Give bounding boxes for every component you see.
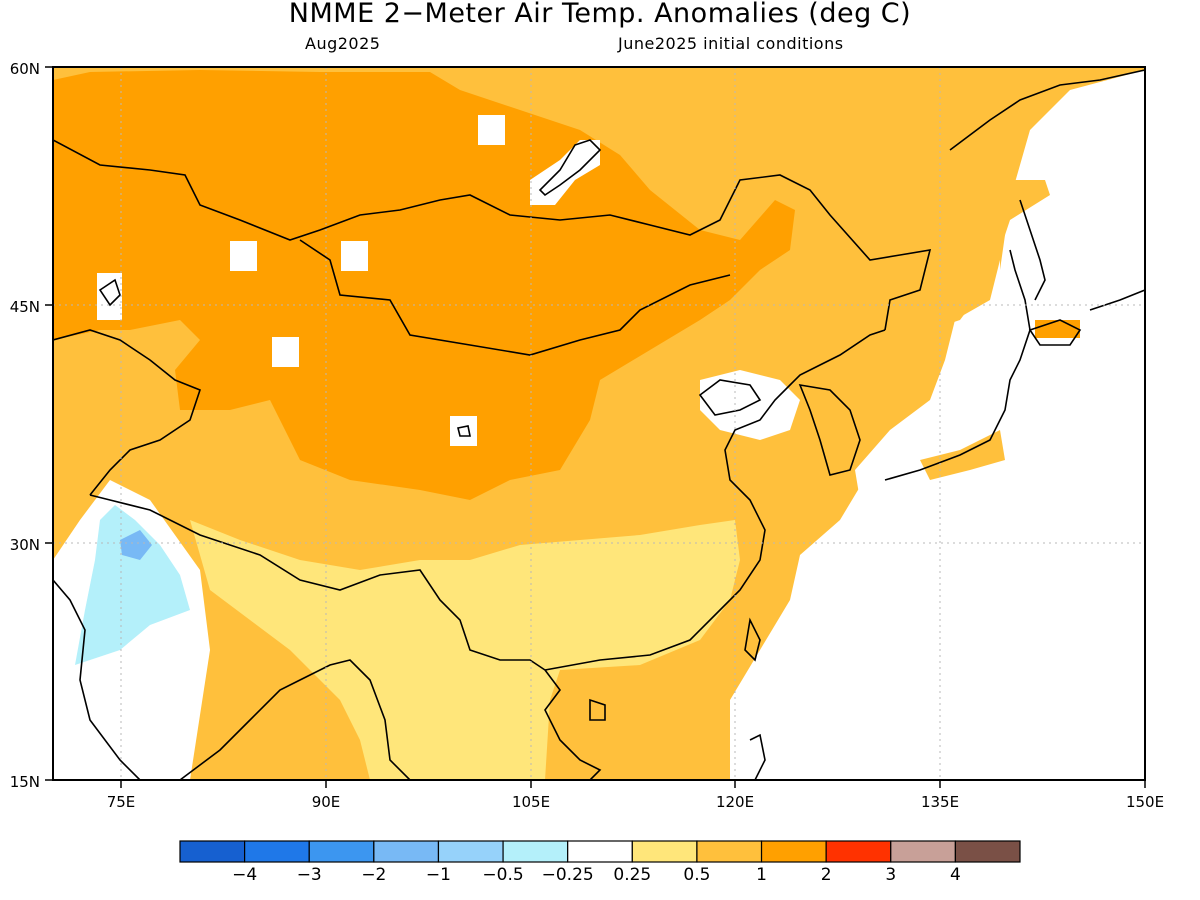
colorbar-tick-label: −4 (232, 865, 257, 885)
colorbar-tick-label: −2 (361, 865, 386, 885)
colorbar-tick-label: 0.25 (613, 865, 651, 885)
coastlines (53, 69, 1145, 780)
colorbar-tick-label: −0.5 (482, 865, 523, 885)
colorbar-swatch (373, 840, 440, 863)
coast-india-west (53, 579, 141, 780)
colorbar-swatch (308, 840, 375, 863)
colorbar (179, 840, 1021, 863)
lat-label-30n: 30N (10, 536, 40, 554)
lake-balkhash (98, 278, 121, 307)
coast-hainan (589, 698, 606, 721)
colorbar-tick-label: −3 (297, 865, 322, 885)
coast-korea (798, 383, 861, 476)
map-title: NMME 2−Meter Air Temp. Anomalies (deg C) (288, 0, 912, 29)
anomaly-zone-0.25-0.5 (190, 520, 740, 780)
map-frame (52, 66, 1146, 781)
colorbar-swatch (567, 840, 633, 863)
border-west (53, 329, 201, 496)
border-mongolia-south (299, 239, 731, 356)
lon-label-90e: 90E (312, 793, 341, 811)
colorbar-tick-label: 0.5 (683, 865, 710, 885)
anomaly-zone-hokkaido (1035, 320, 1080, 338)
colorbar-swatch (502, 840, 569, 863)
colorbar-tick-label: 3 (885, 865, 896, 885)
coast-taiwan (744, 617, 761, 662)
anomaly-zone-1-2 (53, 70, 795, 500)
lake-qinghai-mask (450, 416, 477, 446)
anomaly-zone-minus-0.5 (120, 530, 152, 560)
colorbar-swatch (760, 840, 827, 863)
gridlines (53, 67, 1145, 780)
colorbar-swatch (179, 840, 246, 863)
coast-indochina (544, 669, 602, 780)
lon-label-105e: 105E (512, 793, 550, 811)
lat-label-45n: 45N (10, 298, 40, 316)
anomaly-zone-near-zero-japan (855, 260, 1000, 500)
coast-sakhalin (1019, 199, 1046, 301)
coast-hokkaido (1028, 319, 1082, 346)
colorbar-tick-label: −1 (426, 865, 451, 885)
anomaly-fill (53, 67, 1145, 780)
lon-label-135e: 135E (921, 793, 959, 811)
anomaly-zone-minus-0.25 (75, 505, 190, 665)
colorbar-swatch (696, 840, 763, 863)
colorbar-tick-label: 4 (950, 865, 961, 885)
coast-kuril (1089, 289, 1145, 311)
lat-label-60n: 60N (10, 60, 40, 78)
lon-label-75e: 75E (107, 793, 136, 811)
coast-bohai (698, 379, 762, 416)
coast-okhotsk (949, 69, 1145, 151)
lake-qinghai (457, 425, 471, 437)
lake-mask-north (478, 115, 505, 145)
anomaly-zone-manchuria (900, 180, 1050, 335)
initial-conditions-label: June2025 initial conditions (618, 34, 844, 53)
border-north (53, 139, 932, 331)
lon-label-150e: 150E (1126, 793, 1164, 811)
colorbar-labels: −4 −3 −2 −1 −0.5 −0.25 0.25 0.5 1 2 3 4 (232, 865, 961, 885)
colorbar-swatch (954, 840, 1021, 863)
lake-baikal-mask (530, 140, 600, 205)
lake-baikal (538, 139, 602, 197)
lake-zaysan-mask (230, 241, 257, 271)
axis-ticks (45, 66, 1146, 788)
colorbar-swatch (437, 840, 504, 863)
colorbar-swatch (631, 840, 698, 863)
border-himalaya (89, 494, 546, 671)
colorbar-swatch (890, 840, 956, 863)
lake-uvs-mask (341, 241, 368, 271)
coast-japan (884, 249, 1031, 481)
lake-mask (272, 337, 299, 367)
colorbar-tick-label: 2 (821, 865, 832, 885)
colorbar-tick-label: 1 (756, 865, 767, 885)
colorbar-tick-label: −0.25 (542, 865, 594, 885)
colorbar-swatch (825, 840, 892, 863)
anomaly-zone-korea (820, 360, 860, 460)
coast-bay-of-bengal (179, 659, 411, 780)
lon-label-120e: 120E (716, 793, 754, 811)
forecast-month: Aug2025 (305, 34, 381, 53)
coast-china-east (544, 329, 886, 671)
colorbar-swatch (244, 840, 310, 863)
lat-label-15n: 15N (10, 773, 40, 791)
coast-luzon (749, 733, 766, 780)
